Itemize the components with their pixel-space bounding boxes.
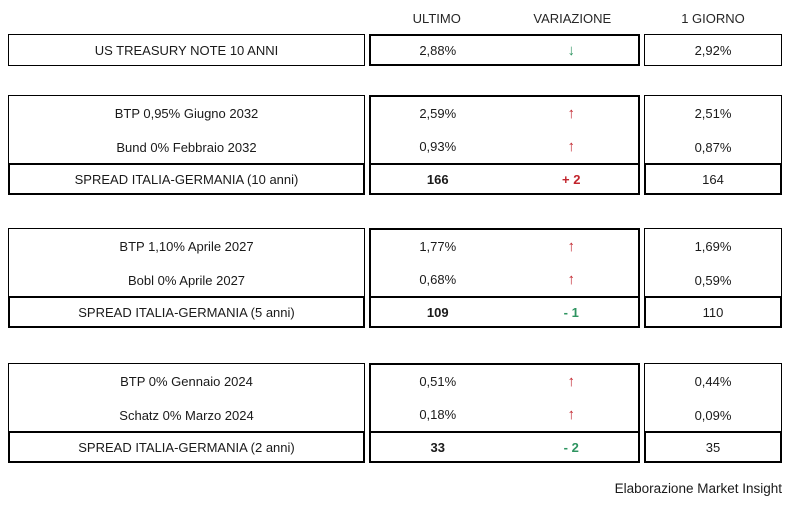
bond-ultimo-value: 0,51%: [419, 374, 457, 389]
header-spacer: [8, 8, 365, 28]
values-box: 2,59% ↑ 0,93% ↑: [369, 95, 640, 165]
spread-label: SPREAD ITALIA-GERMANIA (5 anni): [78, 304, 295, 320]
spread-values-box: 33 - 2: [369, 431, 640, 463]
bond-label: US TREASURY NOTE 10 ANNI: [94, 42, 279, 58]
down-arrow-icon: ↓: [567, 41, 576, 59]
bond-ultimo-value: 0,18%: [419, 407, 457, 422]
spread-change-value: + 2: [562, 171, 581, 187]
bond-rates-table: ULTIMO VARIAZIONE 1 GIORNO US TREASURY N…: [8, 8, 782, 496]
bond-label: BTP 1,10% Aprile 2027: [119, 238, 254, 254]
day-box: 2,92%: [644, 34, 782, 66]
spread-day-box: 110: [644, 296, 782, 328]
spread-1day-value: 164: [702, 171, 724, 187]
label-box: BTP 0,95% Giugno 2032 Bund 0% Febbraio 2…: [8, 95, 365, 165]
bond-ultimo-value: 0,68%: [419, 272, 457, 287]
values-box: 1,77% ↑ 0,68% ↑: [369, 228, 640, 298]
spread-day-box: 35: [644, 431, 782, 463]
bond-ultimo-value: 1,77%: [419, 239, 457, 254]
bond-label: BTP 0,95% Giugno 2032: [114, 105, 259, 121]
bond-1day-value: 0,09%: [694, 407, 732, 423]
up-arrow-icon: ↑: [567, 238, 576, 255]
spread-label: SPREAD ITALIA-GERMANIA (10 anni): [74, 171, 299, 187]
bond-ultimo-value: 2,88%: [419, 42, 457, 58]
day-box: 0,44% 0,09%: [644, 363, 782, 433]
spread-day-box: 164: [644, 163, 782, 195]
bond-1day-value: 0,44%: [694, 373, 732, 389]
spread-change-value: - 1: [563, 304, 579, 320]
spread-values-box: 166 + 2: [369, 163, 640, 195]
label-box: BTP 1,10% Aprile 2027 Bobl 0% Aprile 202…: [8, 228, 365, 298]
section-us-treasury: US TREASURY NOTE 10 ANNI 2,88% ↓ 2,92%: [8, 34, 782, 66]
spread-label-box: SPREAD ITALIA-GERMANIA (5 anni): [8, 296, 365, 328]
spread-ultimo-value: 166: [426, 171, 449, 187]
bond-1day-value: 1,69%: [694, 238, 732, 254]
col-header-variazione: VARIAZIONE: [533, 10, 612, 26]
values-box: 0,51% ↑ 0,18% ↑: [369, 363, 640, 433]
spread-label: SPREAD ITALIA-GERMANIA (2 anni): [78, 439, 295, 455]
spread-1day-value: 110: [702, 304, 724, 320]
values-box: 2,88% ↓: [369, 34, 640, 66]
col-header-ultimo: ULTIMO: [412, 10, 461, 26]
spread-ultimo-value: 33: [430, 439, 445, 455]
up-arrow-icon: ↑: [567, 271, 576, 288]
up-arrow-icon: ↑: [567, 138, 576, 155]
bond-label: Bund 0% Febbraio 2032: [116, 139, 257, 155]
bond-1day-value: 0,87%: [694, 139, 732, 155]
spread-1day-value: 35: [705, 439, 721, 455]
up-arrow-icon: ↑: [567, 406, 576, 423]
label-box: US TREASURY NOTE 10 ANNI: [8, 34, 365, 66]
bond-label: BTP 0% Gennaio 2024: [120, 373, 253, 389]
spread-change-value: - 2: [563, 439, 579, 455]
bond-ultimo-value: 0,93%: [419, 139, 457, 154]
spread-values-box: 109 - 1: [369, 296, 640, 328]
header-mid-group: ULTIMO VARIAZIONE: [369, 8, 640, 28]
day-box: 2,51% 0,87%: [644, 95, 782, 165]
bond-1day-value: 2,92%: [694, 42, 732, 58]
day-box: 1,69% 0,59%: [644, 228, 782, 298]
col-header-1giorno: 1 GIORNO: [681, 10, 745, 26]
spread-label-box: SPREAD ITALIA-GERMANIA (2 anni): [8, 431, 365, 463]
section-2-anni: BTP 0% Gennaio 2024 Schatz 0% Marzo 2024…: [8, 363, 782, 463]
spread-ultimo-value: 109: [426, 304, 449, 320]
spread-label-box: SPREAD ITALIA-GERMANIA (10 anni): [8, 163, 365, 195]
bond-label: Bobl 0% Aprile 2027: [127, 272, 246, 288]
section-5-anni: BTP 1,10% Aprile 2027 Bobl 0% Aprile 202…: [8, 228, 782, 328]
label-box: BTP 0% Gennaio 2024 Schatz 0% Marzo 2024: [8, 363, 365, 433]
up-arrow-icon: ↑: [567, 105, 576, 122]
bond-ultimo-value: 2,59%: [419, 106, 457, 121]
table-header: ULTIMO VARIAZIONE 1 GIORNO: [8, 8, 782, 28]
bond-1day-value: 0,59%: [694, 272, 732, 288]
up-arrow-icon: ↑: [567, 373, 576, 390]
bond-1day-value: 2,51%: [694, 105, 732, 121]
bond-label: Schatz 0% Marzo 2024: [119, 407, 254, 423]
section-10-anni: BTP 0,95% Giugno 2032 Bund 0% Febbraio 2…: [8, 95, 782, 195]
credit-line: Elaborazione Market Insight: [614, 481, 782, 496]
